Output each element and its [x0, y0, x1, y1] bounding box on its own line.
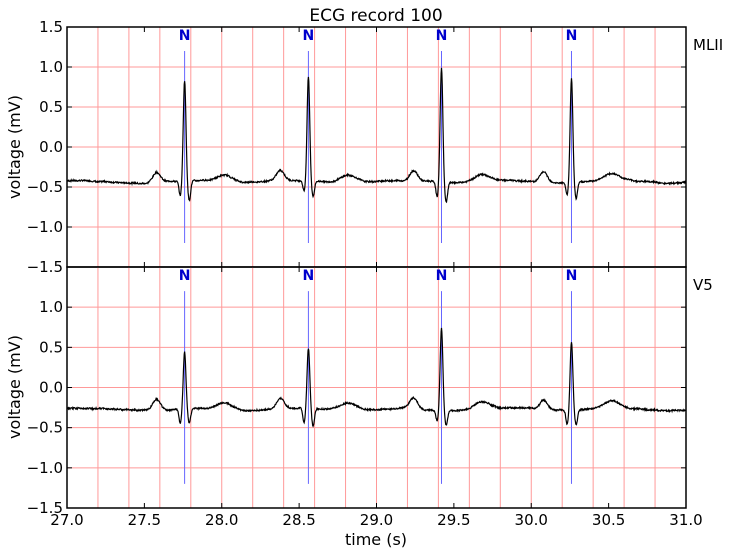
ticks-mlii — [66, 26, 687, 267]
y-tick-label-v5: 1.0 — [39, 298, 63, 316]
grid-mlii — [67, 27, 686, 267]
y-tick-labels-mlii: 1.5 1.0 0.5 0.0 −0.5 −1.0 — [27, 18, 63, 236]
x-tick-label: 29.0 — [360, 511, 393, 529]
beat-annotation-label-mlii: N — [566, 28, 578, 44]
beat-annotation-label-v5: N — [566, 268, 578, 284]
x-tick-label: 27.0 — [50, 511, 83, 529]
y-tick-label-mlii: 0.5 — [39, 98, 63, 116]
y-tick-label-v5: 0.0 — [39, 379, 63, 397]
y-tick-label-v5: −1.5 — [27, 499, 63, 517]
y-axis-title-mlii: voltage (mV) — [5, 95, 24, 199]
y-tick-label-mlii: 1.0 — [39, 58, 63, 76]
y-tick-label-mlii: 0.0 — [39, 138, 63, 156]
y-tick-label-mlii: 1.5 — [39, 18, 63, 36]
y-tick-label-mlii: −1.0 — [27, 218, 63, 236]
y-axis-title-v5: voltage (mV) — [5, 335, 24, 439]
x-tick-label: 27.5 — [128, 511, 161, 529]
grid-v5 — [67, 267, 686, 508]
ecg-trace-v5 — [66, 327, 687, 428]
beat-annotation-label-v5: N — [436, 268, 448, 284]
panel-mlii: 1.5 1.0 0.5 0.0 −0.5 −1.0 N N N N MLII — [27, 18, 723, 268]
beat-annotation-label-v5: N — [179, 268, 191, 284]
x-tick-label: 31.0 — [669, 511, 702, 529]
y-tick-label-v5: 0.5 — [39, 338, 63, 356]
ecg-trace-mlii — [66, 67, 687, 204]
lead-label-mlii: MLII — [693, 36, 723, 54]
x-tick-labels: 27.0 27.5 28.0 28.5 29.0 29.5 30.0 30.5 31.0 — [50, 511, 702, 529]
beat-annotation-lines-v5 — [184, 291, 572, 484]
panel-v5: −1.5 1.0 0.5 0.0 −0.5 −1.0 −1.5 N N N N V5 — [27, 258, 713, 517]
beat-annotation-label-v5: N — [303, 268, 315, 284]
beat-annotation-label-mlii: N — [436, 28, 448, 44]
y-tick-label-v5: −1.0 — [27, 459, 63, 477]
y-tick-labels-v5: −1.5 1.0 0.5 0.0 −0.5 −1.0 −1.5 — [27, 258, 63, 517]
x-tick-label: 28.5 — [282, 511, 315, 529]
chart-title: ECG record 100 — [309, 6, 442, 26]
x-tick-label: 28.0 — [205, 511, 238, 529]
lead-label-v5: V5 — [693, 276, 713, 294]
x-axis-title: time (s) — [345, 530, 407, 549]
y-tick-label-mlii: −0.5 — [27, 178, 63, 196]
x-tick-label: 30.0 — [515, 511, 548, 529]
x-tick-label: 29.5 — [437, 511, 470, 529]
beat-annotation-label-mlii: N — [303, 28, 315, 44]
y-tick-label-v5: −0.5 — [27, 419, 63, 437]
ticks-v5 — [66, 266, 687, 509]
y-tick-label-v5: −1.5 — [27, 258, 63, 276]
beat-annotation-label-mlii: N — [179, 28, 191, 44]
x-tick-label: 30.5 — [592, 511, 625, 529]
